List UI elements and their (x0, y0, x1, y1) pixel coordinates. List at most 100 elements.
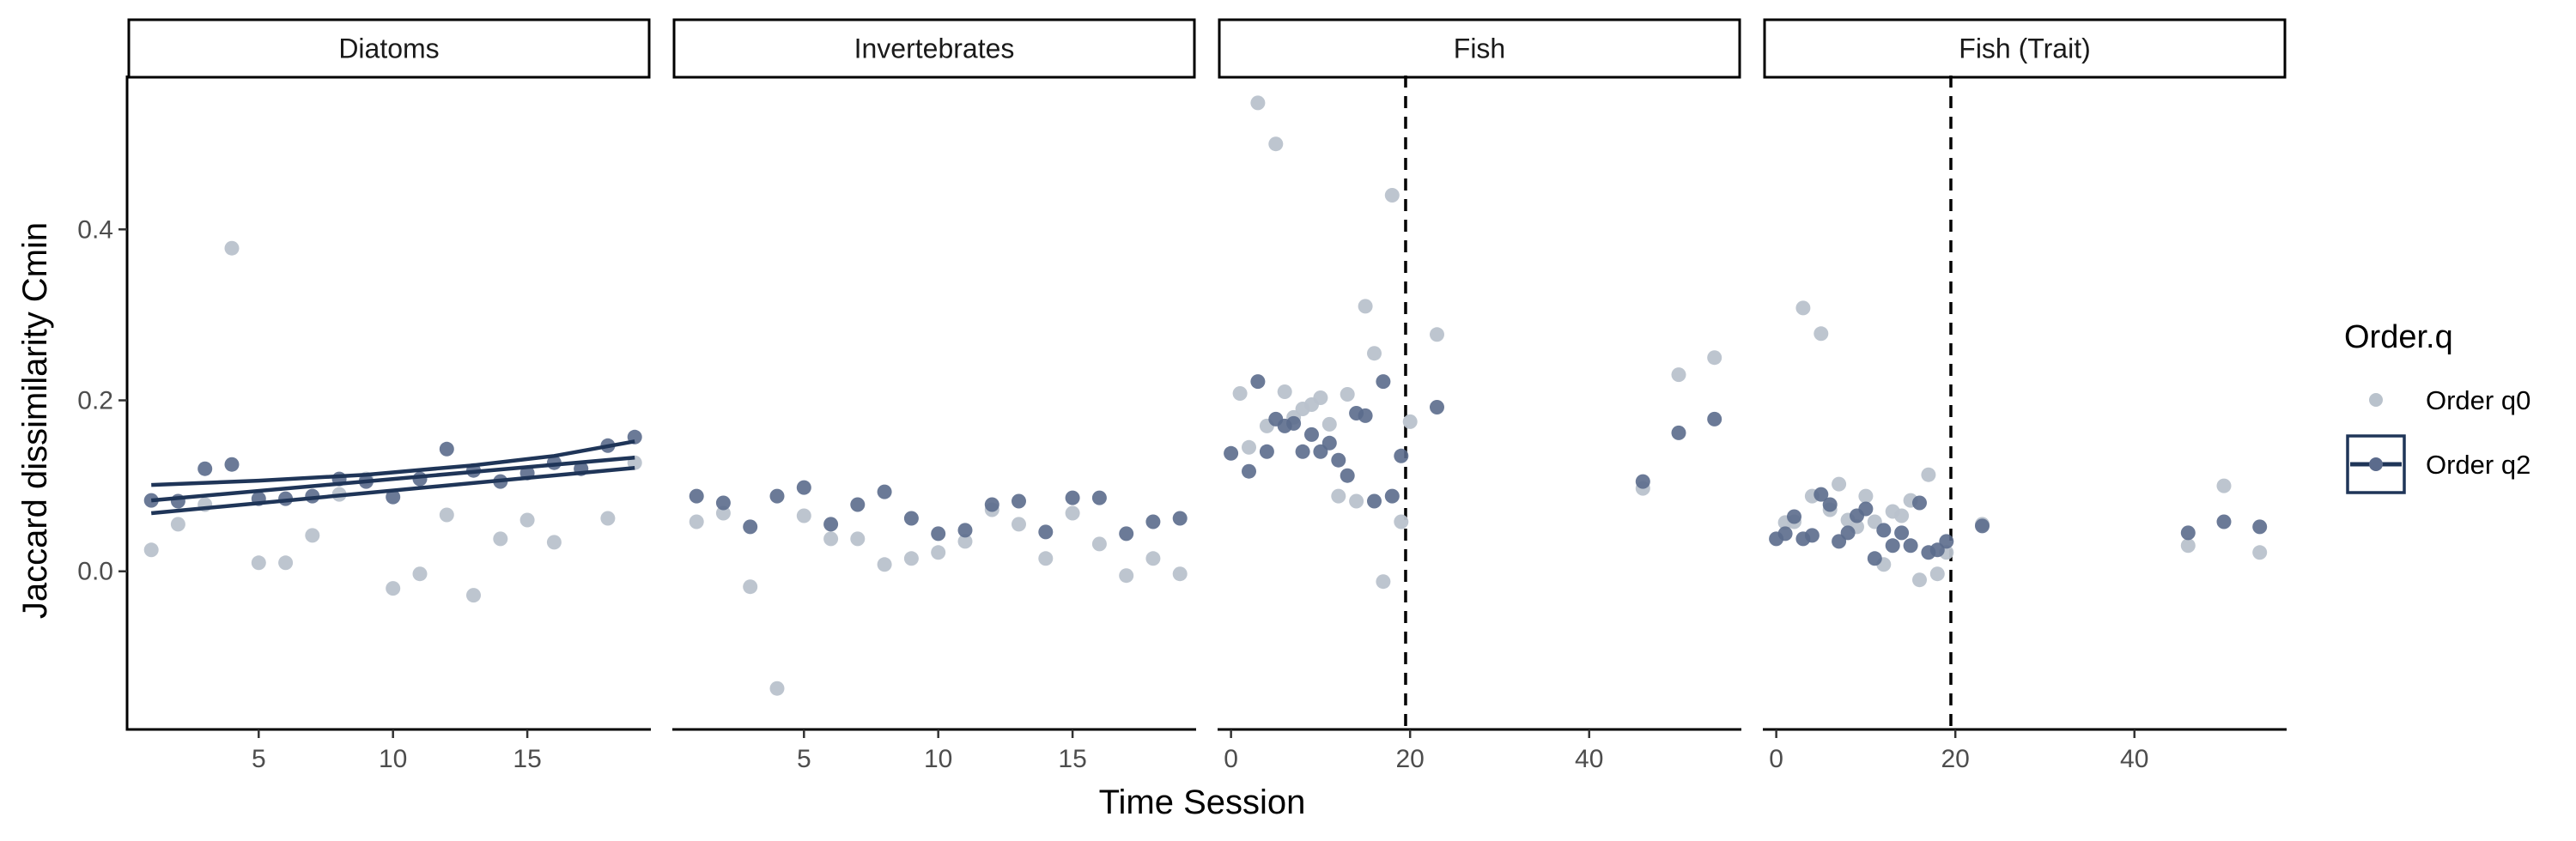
point-order-q2-invertebrates-12 (1012, 493, 1026, 509)
point-order-q0-fish-12 (1340, 387, 1355, 402)
point-order-q2-fish-14 (1358, 408, 1373, 423)
point-order-q0-diatoms-0 (143, 542, 159, 558)
point-order-q2-diatoms-2 (197, 461, 213, 476)
x-tick-label-fish-20: 20 (1396, 745, 1425, 773)
point-order-q0-fish-22 (1671, 367, 1686, 383)
point-order-q0-diatoms-15 (546, 535, 562, 550)
point-order-q0-fish-13 (1349, 493, 1364, 509)
point-order-q2-fish-18 (1394, 448, 1409, 463)
x-tick-label-fish-trait-0: 0 (1769, 745, 1783, 773)
strip-box-fish (1218, 18, 1741, 79)
point-order-q0-invertebrates-14 (1065, 505, 1080, 521)
strip-box-invertebrates (672, 18, 1196, 79)
point-order-q2-fish-7 (1295, 444, 1310, 459)
point-order-q2-fish-3 (1259, 444, 1274, 459)
point-order-q2-fish-19 (1430, 400, 1444, 414)
point-order-q2-fish-trait-20 (1975, 518, 1990, 534)
point-order-q2-fish-trait-14 (1894, 525, 1910, 541)
point-order-q0-invertebrates-0 (689, 514, 704, 529)
point-order-q0-fish-15 (1367, 346, 1382, 361)
point-order-q2-fish-trait-2 (1787, 509, 1801, 524)
point-order-q2-fish-12 (1340, 468, 1355, 483)
point-order-q2-fish-trait-16 (1912, 495, 1927, 511)
point-order-q2-diatoms-3 (224, 457, 240, 472)
point-order-q2-invertebrates-9 (931, 526, 946, 542)
point-order-q0-invertebrates-10 (957, 534, 973, 549)
point-order-q0-invertebrates-12 (1012, 517, 1026, 532)
strip-label-invertebrates: Invertebrates (854, 33, 1015, 64)
series-order-q2-fish (1224, 374, 1722, 509)
legend: Order.q Order q0 Order q2 (2344, 319, 2530, 494)
point-order-q0-fish-trait-4 (1814, 326, 1829, 342)
legend-key-order-q2 (2369, 457, 2383, 471)
point-order-q0-diatoms-9 (386, 581, 401, 596)
point-order-q0-fish-1 (1242, 439, 1256, 455)
x-tick-label-diatoms-5: 5 (252, 745, 266, 773)
point-order-q0-fish-17 (1384, 188, 1400, 203)
point-order-q2-fish-trait-15 (1903, 538, 1918, 554)
series-order-q0-fish-trait (1777, 300, 2268, 588)
point-order-q0-diatoms-17 (600, 511, 616, 526)
trend-line-diatoms-0 (151, 455, 635, 503)
point-order-q2-fish-trait-5 (1814, 487, 1829, 502)
point-order-q0-fish-19 (1402, 414, 1418, 429)
point-order-q0-invertebrates-16 (1119, 568, 1134, 584)
point-order-q2-fish-22 (1707, 411, 1722, 427)
point-order-q0-fish-4 (1268, 136, 1284, 152)
point-order-q2-fish-trait-10 (1858, 501, 1874, 517)
x-tick-label-fish-0: 0 (1224, 745, 1238, 773)
legend-title: Order.q (2344, 319, 2453, 355)
point-order-q0-diatoms-3 (224, 240, 240, 256)
point-order-q0-diatoms-10 (412, 566, 428, 582)
point-order-q0-fish-trait-2 (1795, 300, 1811, 316)
point-order-q2-fish-trait-22 (2216, 514, 2232, 529)
point-order-q2-fish-trait-19 (1939, 534, 1954, 549)
legend-label-order-q0: Order q0 (2426, 385, 2530, 415)
trend-line-diatoms-1 (150, 465, 635, 516)
x-tick-label-diatoms-15: 15 (513, 745, 541, 773)
point-order-q0-fish-18 (1394, 514, 1409, 529)
series-order-q2-fish-trait (1769, 487, 2268, 566)
point-order-q2-fish-1 (1242, 463, 1256, 479)
point-order-q0-invertebrates-8 (903, 551, 919, 566)
point-order-q0-fish-16 (1376, 574, 1391, 590)
point-order-q2-fish-trait-13 (1885, 538, 1900, 554)
point-order-q2-diatoms-9 (386, 489, 401, 505)
panel-diatoms: Diatoms 5 10 15 0.0 0.2 0.4 (77, 18, 651, 773)
point-order-q2-diatoms-11 (439, 441, 454, 457)
point-order-q0-fish-trait-6 (1832, 476, 1847, 492)
point-order-q0-invertebrates-6 (850, 531, 866, 547)
series-order-q2-invertebrates (689, 480, 1188, 542)
point-order-q2-invertebrates-14 (1065, 490, 1080, 505)
point-order-q2-fish-trait-8 (1840, 525, 1856, 541)
point-order-q2-fish-15 (1367, 493, 1382, 509)
point-order-q0-fish-trait-17 (1929, 566, 1945, 582)
point-order-q0-invertebrates-1 (715, 505, 731, 521)
x-tick-label-invertebrates-15: 15 (1058, 745, 1086, 773)
point-order-q2-fish-11 (1331, 452, 1346, 468)
point-order-q0-diatoms-6 (305, 528, 320, 543)
point-order-q2-fish-trait-23 (2252, 519, 2268, 535)
panels-layer: Diatoms 5 10 15 0.0 0.2 0.4 Invertebrates 5 10 15 F… (77, 18, 2287, 773)
point-order-q0-fish-14 (1358, 299, 1373, 314)
point-order-q0-fish-20 (1430, 327, 1444, 342)
point-order-q0-fish-trait-20 (2180, 538, 2196, 554)
point-order-q0-fish-0 (1232, 386, 1248, 401)
point-order-q0-invertebrates-15 (1091, 536, 1107, 552)
x-tick-label-fish-40: 40 (1575, 745, 1603, 773)
x-tick-label-fish-trait-40: 40 (2120, 745, 2148, 773)
point-order-q0-fish-trait-15 (1912, 572, 1927, 588)
point-order-q2-invertebrates-18 (1172, 511, 1188, 526)
point-order-q0-invertebrates-18 (1172, 566, 1188, 582)
point-order-q0-diatoms-13 (493, 531, 508, 547)
panel-fish-trait: Fish (Trait) 0 20 40 (1763, 18, 2287, 773)
point-order-q0-invertebrates-2 (743, 579, 758, 595)
point-order-q2-invertebrates-4 (796, 480, 811, 495)
point-order-q2-invertebrates-7 (877, 484, 892, 499)
series-order-q2-diatoms (143, 429, 642, 509)
legend-key-order-q0 (2369, 393, 2383, 407)
x-tick-label-invertebrates-5: 5 (797, 745, 811, 773)
point-order-q2-invertebrates-16 (1119, 526, 1134, 542)
point-order-q0-fish-trait-9 (1858, 488, 1874, 504)
